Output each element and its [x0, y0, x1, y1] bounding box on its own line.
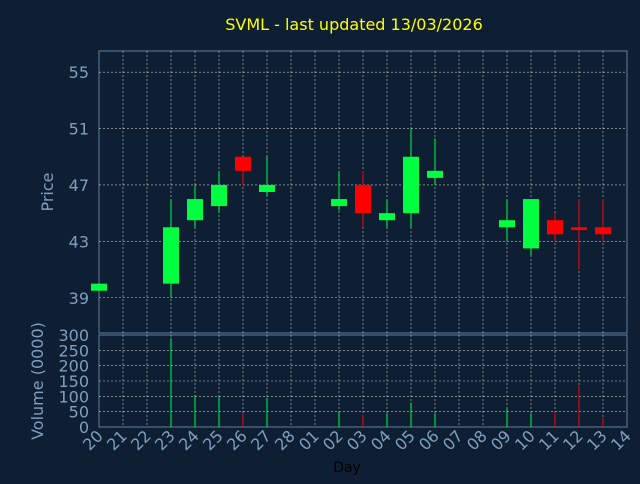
- candle-body-down: [571, 227, 587, 231]
- x-axis-label: Day: [333, 460, 361, 476]
- volume-axis-label: Volume (0000): [28, 322, 47, 440]
- candle-body-up: [163, 227, 179, 284]
- candle-body-up: [91, 283, 107, 291]
- candle-body-up: [259, 184, 275, 192]
- candle-body-down: [547, 220, 563, 235]
- candle-body-down: [235, 156, 251, 171]
- volume-tick-label: 250: [58, 341, 89, 360]
- volume-tick-label: 0: [79, 418, 89, 437]
- price-axis-label: Price: [38, 172, 57, 211]
- candle-body-up: [211, 184, 227, 207]
- volume-tick-label: 150: [58, 372, 89, 391]
- candle-body-up: [523, 199, 539, 249]
- price-panel: 39 43 47 51 55: [69, 50, 628, 334]
- volume-tick-label: 200: [58, 357, 89, 376]
- candle-body-up: [403, 156, 419, 214]
- volume-tick-label: 300: [58, 326, 89, 345]
- chart-title: SVML - last updated 13/03/2026: [225, 15, 483, 34]
- x-axis: 2021222324252627280102030405060708091011…: [79, 426, 635, 454]
- candle-body-up: [331, 199, 347, 207]
- candle-body-up: [499, 220, 515, 228]
- price-tick-label: 43: [69, 232, 89, 251]
- price-tick-label: 47: [69, 176, 89, 195]
- candle-body-up: [427, 170, 443, 178]
- price-tick-label: 39: [69, 289, 89, 308]
- candle-body-up: [379, 213, 395, 221]
- volume-tick-label: 50: [69, 403, 89, 422]
- candle-body-up: [187, 199, 203, 221]
- price-tick-label: 51: [69, 120, 89, 139]
- price-tick-label: 55: [69, 63, 89, 82]
- candle-body-down: [595, 227, 611, 235]
- volume-tick-label: 100: [58, 387, 89, 406]
- day-tick-label: 14: [607, 426, 635, 454]
- candle-body-down: [355, 184, 371, 214]
